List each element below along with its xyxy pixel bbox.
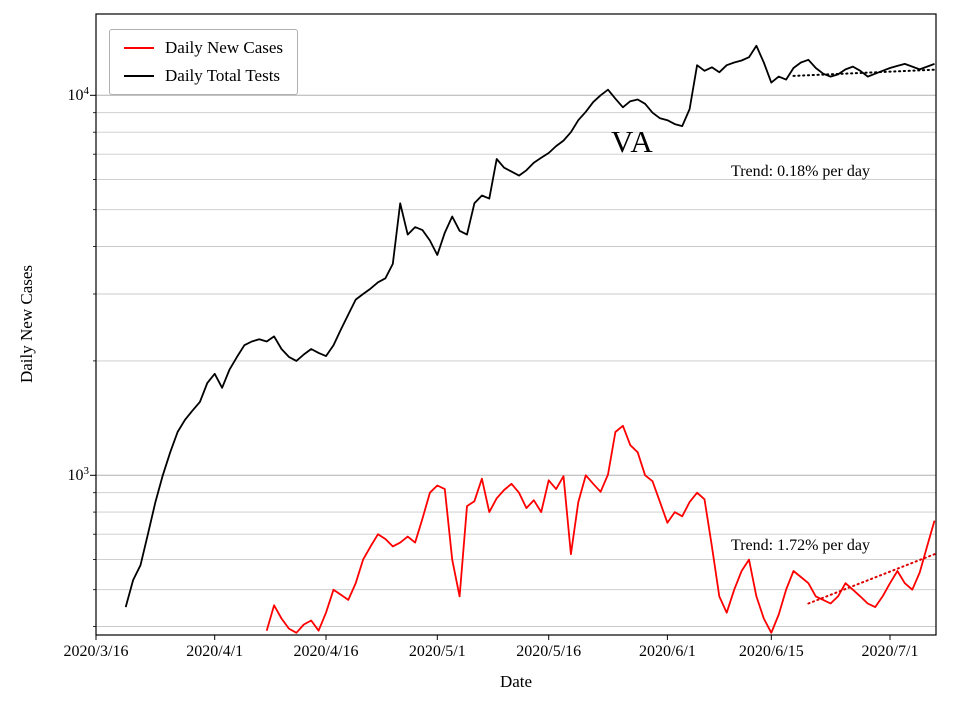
legend-entry-total-tests: Daily Total Tests: [124, 65, 283, 86]
legend-label-new-cases: Daily New Cases: [165, 38, 284, 57]
trend-annotation-new-cases: Trend: 1.72% per day: [731, 537, 870, 554]
x-tick-label: 2020/6/1: [638, 643, 696, 660]
daily-new-cases-line: [265, 424, 936, 634]
x-tick-label: 2020/4/1: [186, 643, 244, 660]
legend-entry-new-cases: Daily New Cases: [124, 38, 284, 58]
y-axis-label: Daily New Cases: [17, 264, 36, 384]
black-line-swatch: [124, 75, 154, 78]
x-tick-label: 2020/5/16: [516, 643, 582, 660]
trend-annotation-total-tests: Trend: 0.18% per day: [731, 163, 870, 180]
y-tick-label: 104: [67, 85, 90, 105]
x-axis-label: Date: [499, 672, 533, 691]
total-tests-trend-line: [792, 68, 936, 77]
x-tick-label: 2020/3/16: [63, 643, 129, 660]
red-line-swatch: [124, 47, 154, 50]
x-tick-label: 2020/7/1: [861, 643, 919, 660]
legend: Daily New Cases Daily Total Tests: [109, 29, 299, 96]
y-tick-label: 103: [67, 465, 90, 485]
x-tick-label: 2020/5/1: [408, 643, 466, 660]
state-label: VA: [611, 124, 654, 159]
x-tick-label: 2020/6/15: [738, 643, 804, 660]
axes-frame: [95, 13, 937, 636]
x-tick-label: 2020/4/16: [293, 643, 359, 660]
daily-total-tests-line: [124, 44, 935, 608]
legend-label-total-tests: Daily Total Tests: [165, 65, 281, 85]
new-cases-trend-line: [807, 553, 936, 605]
